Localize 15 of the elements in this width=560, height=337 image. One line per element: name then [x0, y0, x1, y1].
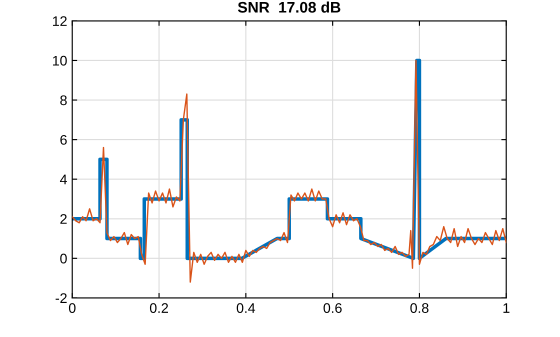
- x-tick-label: 0.4: [236, 303, 256, 313]
- x-tick-label: 0: [68, 303, 76, 313]
- x-tick-label: 0.6: [324, 303, 342, 313]
- x-tick-label: 0.2: [150, 303, 168, 313]
- y-tick-label: 0: [60, 254, 67, 264]
- y-tick-label: 8: [60, 95, 67, 106]
- y-tick-label: 12: [52, 16, 67, 26]
- y-tick-label: -2: [56, 293, 67, 303]
- y-tick-label: 4: [60, 174, 67, 184]
- chart-title: SNR 17.08 dB: [238, 1, 340, 13]
- x-tick-label: 1: [503, 303, 510, 313]
- x-tick-label: 0.8: [410, 303, 428, 313]
- y-tick-label: 2: [60, 214, 67, 224]
- y-tick-label: 10: [52, 56, 67, 66]
- y-tick-label: 6: [60, 134, 67, 145]
